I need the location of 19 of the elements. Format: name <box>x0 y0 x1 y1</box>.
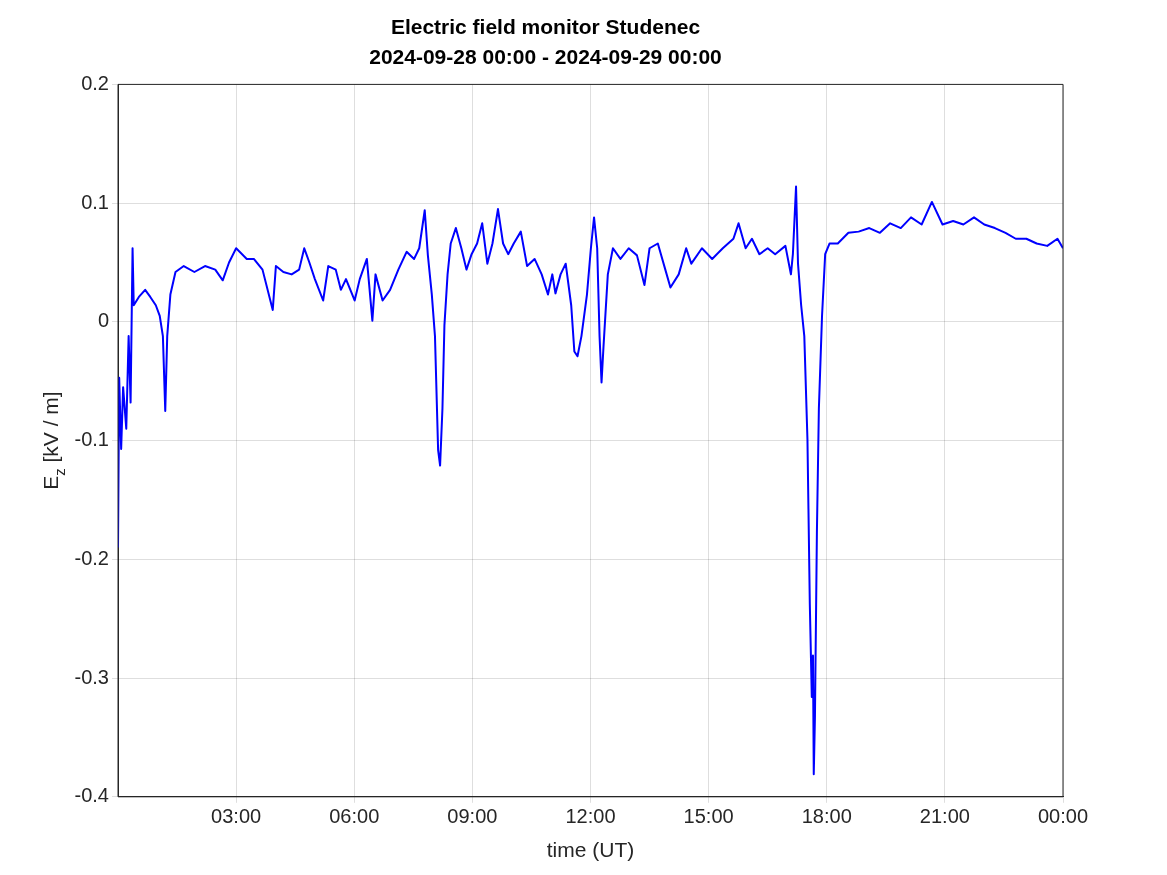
y-tick-label: 0.1 <box>81 190 109 213</box>
chart-subtitle: 2024-09-28 00:00 - 2024-09-29 00:00 <box>369 44 722 68</box>
x-tick-label: 00:00 <box>1037 805 1089 828</box>
y-tick-label: -0.4 <box>74 784 109 807</box>
y-tick-label: -0.1 <box>74 428 109 451</box>
y-tick-label: -0.2 <box>74 546 109 569</box>
y-axis-title: Ez [kV / m] <box>39 391 68 490</box>
x-tick-label: 06:00 <box>329 805 380 828</box>
x-tick-label: 21:00 <box>919 805 970 828</box>
x-tick-label: 09:00 <box>447 805 498 828</box>
x-tick-label: 12:00 <box>565 805 616 828</box>
x-tick-label: 15:00 <box>683 805 734 828</box>
x-tick-label: 18:00 <box>801 805 852 828</box>
y-tick-label: -0.3 <box>74 665 109 688</box>
y-tick-label: 0 <box>97 309 109 332</box>
chart-title: Electric field monitor Studenec <box>390 15 701 39</box>
x-axis-title: time (UT) <box>546 838 635 862</box>
x-tick-label: 03:00 <box>211 805 262 828</box>
y-tick-label: 0.2 <box>81 71 109 94</box>
